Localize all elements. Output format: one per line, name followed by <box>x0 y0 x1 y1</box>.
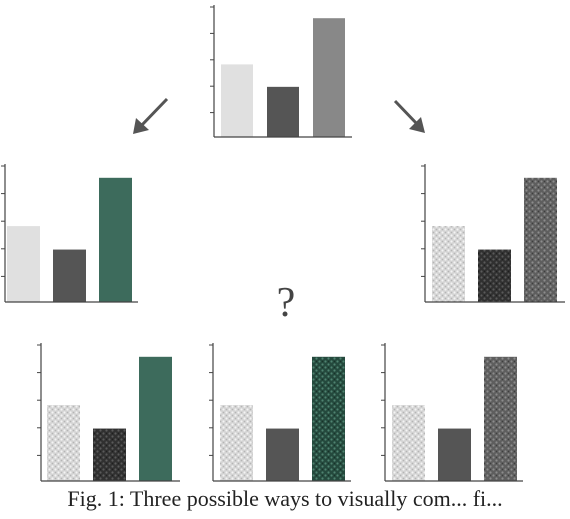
chart-panels <box>1 5 565 482</box>
bar-2 <box>438 428 471 481</box>
bar-1 <box>432 226 465 302</box>
chart-panel-top-source <box>210 5 352 138</box>
bar-2 <box>93 428 126 481</box>
bar-3 <box>524 177 557 302</box>
chart-panel-bottom-option-3 <box>381 343 523 482</box>
chart-panel-right-texture-change <box>421 164 565 303</box>
bar-1 <box>392 405 425 481</box>
bar-3 <box>484 356 517 481</box>
chart-panel-bottom-option-1 <box>37 343 180 482</box>
question-mark: ? <box>277 280 296 326</box>
chart-panel-left-color-change <box>1 164 138 303</box>
bar-1 <box>7 226 40 302</box>
bar-2 <box>53 249 86 302</box>
bar-3 <box>139 356 172 481</box>
figure-caption: Fig. 1: Three possible ways to visually … <box>67 486 503 511</box>
bar-2 <box>267 86 299 137</box>
bar-1 <box>47 405 80 481</box>
arrow-left-icon <box>133 97 169 134</box>
bar-3 <box>99 177 132 302</box>
bar-1 <box>221 64 253 137</box>
chart-panel-bottom-option-2 <box>209 343 351 482</box>
bar-3 <box>312 356 345 481</box>
bar-1 <box>220 405 253 481</box>
bar-2 <box>478 249 511 302</box>
arrow-right-icon <box>393 99 425 133</box>
bar-3 <box>313 18 345 138</box>
bar-2 <box>266 428 299 481</box>
